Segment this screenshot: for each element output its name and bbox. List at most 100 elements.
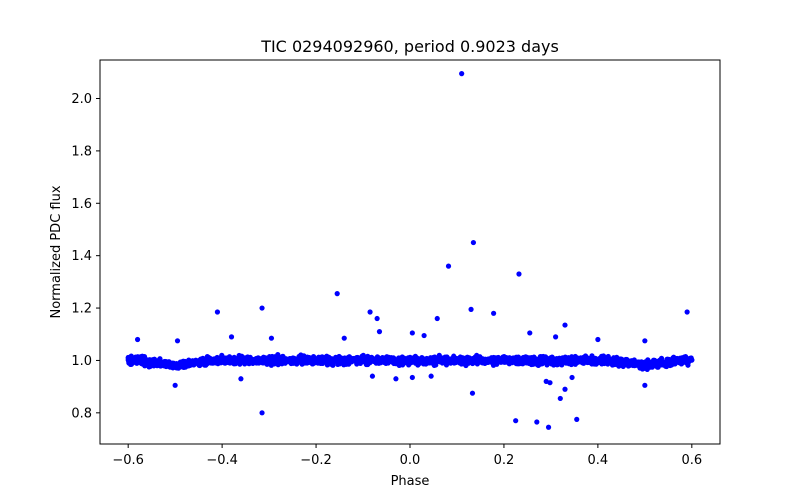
data-point — [545, 424, 552, 430]
data-point — [516, 271, 522, 277]
data-point — [244, 360, 251, 366]
data-point — [491, 310, 497, 316]
x-tick-label: −0.2 — [300, 453, 332, 468]
data-point — [409, 355, 415, 361]
data-point — [153, 359, 159, 365]
data-point — [445, 263, 452, 269]
data-point — [148, 357, 154, 363]
data-point — [500, 359, 507, 365]
data-point — [299, 360, 305, 367]
data-point — [432, 357, 438, 363]
data-point — [474, 361, 480, 367]
data-point — [383, 357, 390, 363]
data-point — [562, 386, 568, 392]
data-point — [459, 71, 465, 77]
data-point — [581, 360, 587, 366]
data-point — [471, 356, 477, 362]
data-point — [394, 357, 401, 363]
data-point — [651, 357, 658, 363]
data-point — [191, 362, 197, 368]
data-point — [527, 330, 533, 336]
data-point — [174, 338, 181, 344]
data-point — [457, 357, 463, 363]
data-point — [341, 335, 347, 341]
y-tick-label: 1.6 — [71, 197, 92, 212]
data-point — [438, 355, 444, 361]
data-point — [201, 359, 207, 365]
data-point — [428, 373, 434, 379]
data-point — [261, 358, 267, 365]
data-point — [521, 355, 527, 361]
data-point — [513, 418, 519, 424]
x-tick-label: −0.6 — [112, 453, 144, 468]
data-point — [597, 358, 604, 364]
data-point — [569, 374, 575, 381]
data-point — [218, 357, 225, 363]
data-point — [370, 356, 376, 362]
data-point — [409, 330, 415, 336]
data-point — [167, 362, 173, 369]
data-point — [515, 354, 522, 360]
data-point — [269, 353, 275, 360]
data-point — [617, 359, 623, 365]
y-tick-label: 0.8 — [71, 406, 92, 421]
data-point — [681, 354, 687, 360]
x-tick-label: 0.0 — [400, 453, 421, 468]
data-point — [421, 332, 427, 339]
y-tick-label: 2.0 — [71, 92, 92, 107]
data-point — [355, 359, 362, 365]
x-tick-label: 0.4 — [588, 453, 609, 468]
data-point — [595, 336, 601, 343]
data-point — [434, 315, 440, 322]
data-point — [183, 364, 189, 370]
data-point — [393, 376, 399, 382]
data-point — [405, 359, 411, 365]
data-point — [553, 359, 560, 365]
y-tick-label: 1.8 — [71, 144, 92, 159]
data-point — [427, 355, 434, 361]
data-point — [470, 239, 477, 246]
data-point — [495, 358, 502, 364]
data-point — [190, 358, 196, 364]
data-point — [507, 355, 514, 362]
data-point — [646, 362, 652, 368]
data-point — [134, 336, 141, 343]
y-axis-label: Normalized PDC flux — [49, 185, 64, 318]
data-point — [608, 357, 615, 363]
y-tick-label: 1.4 — [71, 249, 92, 264]
data-point — [549, 356, 555, 363]
data-point — [197, 358, 203, 365]
data-point — [212, 359, 218, 365]
data-point — [376, 329, 383, 335]
data-point — [369, 373, 376, 379]
data-point — [543, 357, 549, 363]
data-point — [320, 356, 326, 363]
data-point — [553, 334, 559, 340]
data-point — [547, 380, 553, 386]
data-point — [531, 357, 537, 363]
data-point — [345, 354, 351, 361]
data-point — [602, 359, 608, 365]
data-point — [158, 362, 164, 368]
data-point — [642, 338, 648, 344]
data-point — [684, 309, 690, 315]
data-point — [562, 322, 568, 328]
data-point — [126, 358, 132, 365]
data-point — [424, 357, 430, 363]
data-point — [591, 357, 597, 363]
x-tick-label: 0.2 — [494, 453, 515, 468]
data-point — [433, 362, 439, 368]
data-point — [469, 390, 476, 396]
data-point — [259, 410, 265, 416]
data-point — [444, 355, 450, 361]
data-point — [448, 360, 454, 366]
data-point — [574, 416, 580, 422]
data-point — [374, 315, 380, 322]
data-point — [248, 357, 255, 364]
data-point — [228, 334, 235, 340]
data-point — [181, 359, 187, 366]
data-point — [239, 355, 245, 362]
data-point — [668, 359, 674, 366]
data-point — [334, 291, 340, 297]
data-point — [488, 359, 494, 365]
